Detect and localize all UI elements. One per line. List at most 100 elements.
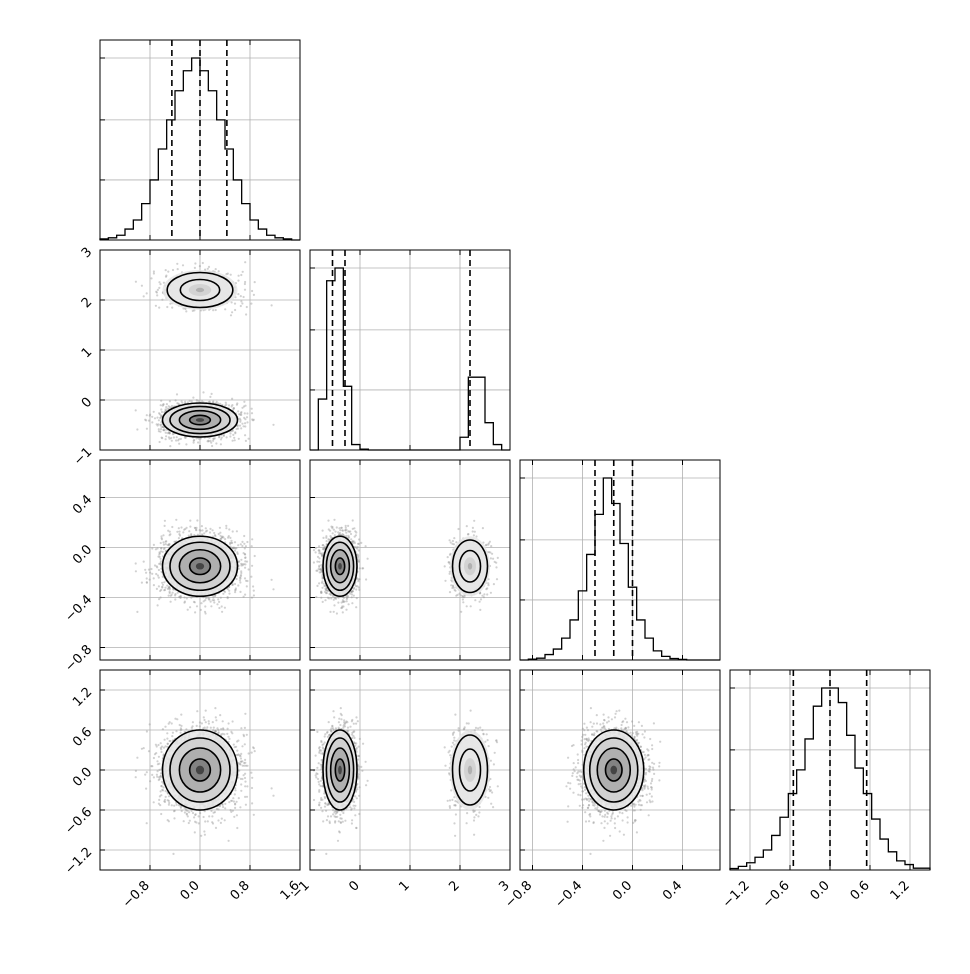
sample-point [251,565,253,567]
sample-point [164,587,166,589]
sample-point [228,590,230,592]
sample-point [164,520,166,522]
sample-point [246,306,248,308]
sample-point [158,577,160,579]
sample-point [215,442,217,444]
sample-point [169,531,171,533]
sample-point [254,281,256,283]
sample-point [164,408,166,410]
sample-point [243,596,245,598]
sample-point [168,595,170,597]
sample-point [149,572,151,574]
sample-point [234,589,236,591]
sample-point [244,281,246,283]
sample-point [164,547,166,549]
sample-point [167,271,169,273]
sample-point [146,414,148,416]
sample-point [171,440,173,442]
sample-point [157,423,159,425]
sample-point [244,557,246,559]
sample-point [186,597,188,599]
panel-content [135,261,275,452]
sample-point [231,311,233,313]
sample-point [223,435,225,437]
sample-point [196,605,198,607]
sample-point [233,407,235,409]
sample-point [162,403,164,405]
sample-point [144,569,146,571]
sample-point [207,268,209,270]
sample-point [253,594,255,596]
sample-point [136,611,138,613]
sample-point [246,541,248,543]
sample-point [227,273,229,275]
sample-point [189,606,191,608]
sample-point [165,432,167,434]
sample-point [160,560,162,562]
sample-point [160,408,162,410]
sample-point [232,434,234,436]
sample-point [209,528,211,530]
sample-point [244,422,246,424]
sample-point [141,582,143,584]
sample-point [246,416,248,418]
sample-point [224,538,226,540]
sample-point [218,436,220,438]
sample-point [155,305,157,307]
sample-point [165,406,167,408]
sample-point [153,270,155,272]
panel-0-0 [100,40,300,240]
sample-point [177,268,179,270]
sample-point [241,545,243,547]
sample-point [243,296,245,298]
sample-point [243,405,245,407]
sample-point [246,580,248,582]
sample-point [183,529,185,531]
sample-point [212,400,214,402]
sample-point [252,419,254,421]
sample-point [169,533,171,535]
sample-point [197,400,199,402]
sample-point [149,414,151,416]
sample-point [205,612,207,614]
sample-point [226,436,228,438]
sample-point [155,573,157,575]
sample-point [229,543,231,545]
sample-point [271,579,273,581]
sample-point [160,550,162,552]
sample-point [233,437,235,439]
sample-point [243,543,245,545]
sample-point [250,303,252,305]
sample-point [229,435,231,437]
sample-point [169,406,171,408]
sample-point [237,280,239,282]
sample-point [169,592,171,594]
sample-point [135,281,137,283]
sample-point [251,412,253,414]
sample-point [162,541,164,543]
sample-point [225,402,227,404]
sample-point [135,409,137,411]
sample-point [210,442,212,444]
sample-point [234,432,236,434]
sample-point [212,309,214,311]
sample-point [186,527,188,529]
sample-point [184,601,186,603]
sample-point [150,277,152,279]
density-fill [196,418,204,422]
sample-point [239,419,241,421]
sample-point [200,602,202,604]
sample-point [231,405,233,407]
sample-point [188,530,190,532]
sample-point [159,417,161,419]
sample-point [244,567,246,569]
sample-point [163,589,165,591]
sample-point [164,525,166,527]
sample-point [248,568,250,570]
sample-point [181,402,183,404]
sample-point [240,274,242,276]
panel-1-0 [100,250,300,452]
sample-point [162,534,164,536]
sample-point [210,605,212,607]
